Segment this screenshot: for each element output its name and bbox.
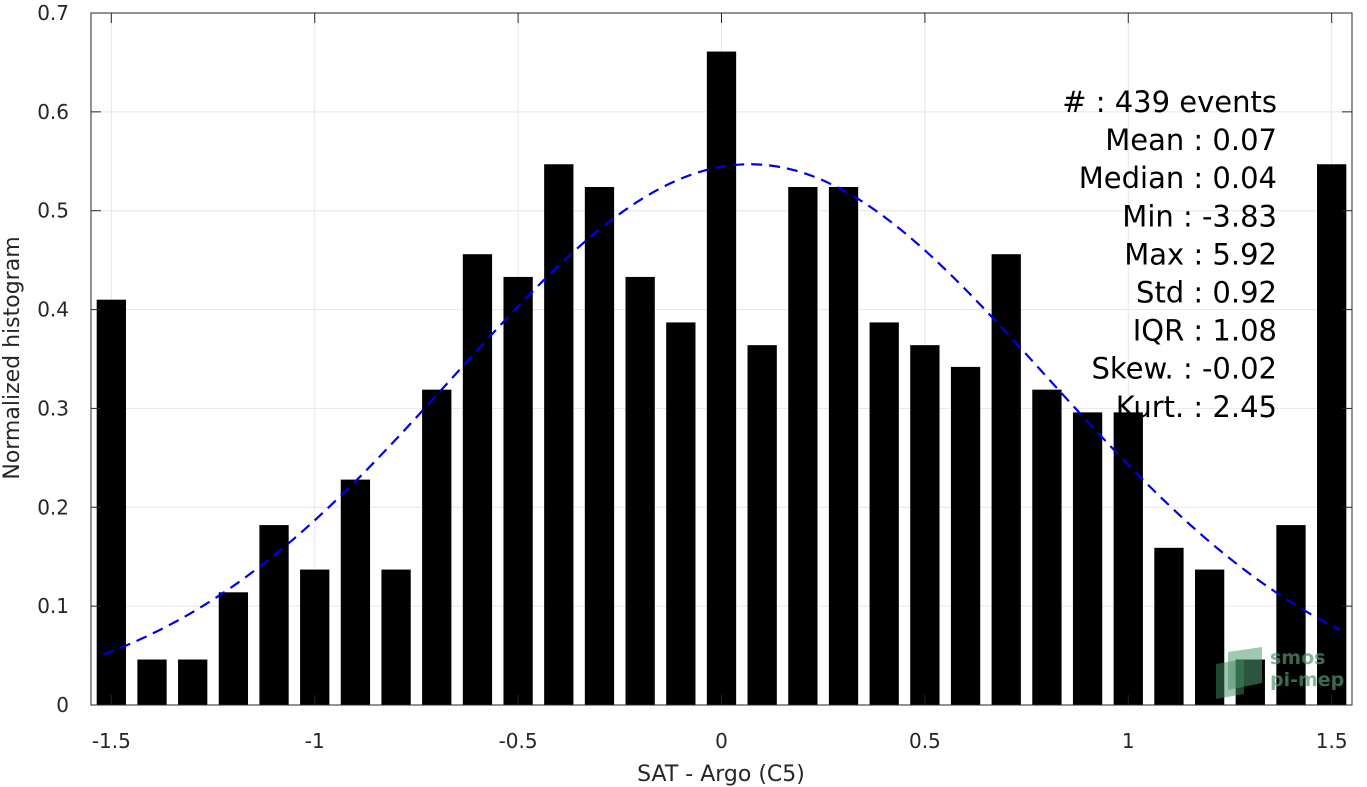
histogram-bar <box>300 569 330 705</box>
histogram-bar <box>625 276 655 705</box>
histogram-bar <box>544 164 574 705</box>
axis-ticks <box>91 12 1352 706</box>
x-tick-label: -1 <box>305 729 325 753</box>
histogram-bar <box>1276 525 1306 705</box>
histogram-bar <box>1154 547 1184 705</box>
histogram-bar <box>381 569 411 705</box>
y-tick-label: 0.5 <box>37 199 69 223</box>
histogram-bar <box>950 366 981 705</box>
x-tick-labels: -1.5 -1 -0.5 0 0.5 1 1.5 <box>92 729 1348 753</box>
y-tick-label: 0.6 <box>37 100 69 124</box>
histogram-bar <box>1317 164 1347 705</box>
histogram-bar <box>96 299 126 705</box>
histogram-bar <box>462 254 493 705</box>
stat-kurt: Kurt. : 2.45 <box>1116 390 1277 424</box>
stat-count: # : 439 events <box>1062 85 1277 119</box>
histogram-bar <box>706 51 737 706</box>
x-tick-label: -1.5 <box>92 729 131 753</box>
y-tick-label: 0.4 <box>37 298 69 322</box>
gaussian-fit-curve <box>102 163 1341 656</box>
y-tick-label: 0.1 <box>37 594 69 618</box>
x-tick-label: -0.5 <box>499 729 538 753</box>
histogram-bar <box>584 186 615 706</box>
histogram-bars <box>96 51 1347 706</box>
histogram-bar <box>340 479 371 705</box>
histogram-bar <box>1032 389 1062 705</box>
stat-std: Std : 0.92 <box>1136 276 1277 310</box>
histogram-bar <box>137 659 167 705</box>
histogram-bar <box>828 186 859 706</box>
histogram-bar <box>666 322 696 705</box>
x-tick-label: 1.5 <box>1316 729 1348 753</box>
y-tick-labels: 0 0.1 0.2 0.3 0.4 0.5 0.6 0.7 <box>37 1 69 717</box>
histogram-bar <box>1072 412 1103 705</box>
histogram-bar <box>991 254 1021 705</box>
histogram-bar <box>259 525 289 705</box>
histogram-bar <box>869 322 899 705</box>
histogram-bar <box>1113 412 1143 705</box>
stat-iqr: IQR : 1.08 <box>1133 314 1277 348</box>
stat-max: Max : 5.92 <box>1124 237 1277 271</box>
histogram-bar <box>788 186 818 706</box>
y-tick-label: 0.3 <box>37 396 69 420</box>
stat-median: Median : 0.04 <box>1079 161 1277 195</box>
stat-skew: Skew. : -0.02 <box>1091 352 1277 386</box>
logo-line1: smos <box>1270 647 1325 669</box>
histogram-bar <box>422 389 452 705</box>
x-tick-label: 1 <box>1122 729 1135 753</box>
x-tick-label: 0 <box>715 729 728 753</box>
histogram-bar <box>178 659 208 705</box>
histogram-bar <box>503 276 533 705</box>
y-tick-label: 0 <box>56 693 69 717</box>
y-tick-label: 0.2 <box>37 495 69 519</box>
y-axis-label: Normalized histogram <box>0 236 25 479</box>
histogram-bar <box>747 345 777 705</box>
x-axis-label: SAT - Argo (C5) <box>637 762 805 787</box>
x-tick-label: 0.5 <box>909 729 941 753</box>
stat-min: Min : -3.83 <box>1122 199 1277 233</box>
histogram-bar <box>218 592 249 705</box>
histogram-bar <box>910 345 940 705</box>
stat-mean: Mean : 0.07 <box>1105 123 1277 157</box>
y-tick-label: 0.7 <box>37 1 69 25</box>
logo-line2: pi-mep <box>1270 669 1344 691</box>
smos-pimep-logo: smos pi-mep <box>1216 647 1344 699</box>
logo-cube-shadow-icon <box>1216 659 1244 699</box>
statistics-box: # : 439 events Mean : 0.07 Median : 0.04 Mi… <box>1062 85 1277 424</box>
